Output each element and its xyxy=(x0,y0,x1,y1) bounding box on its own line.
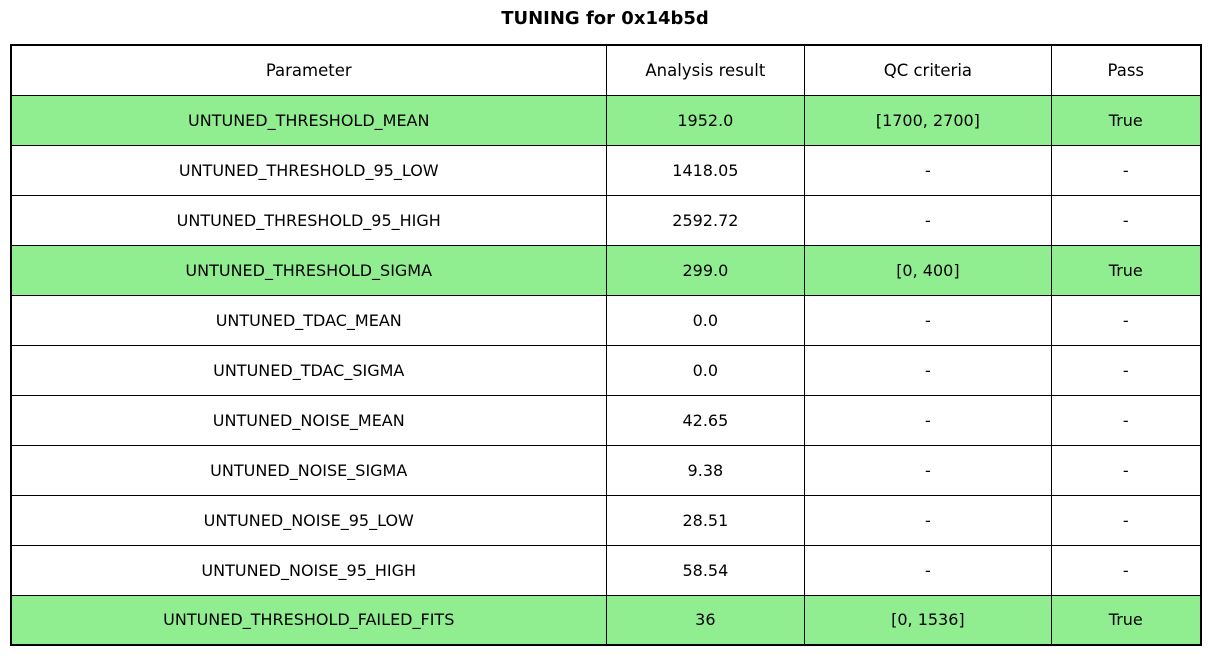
pass-cell: - xyxy=(1050,344,1202,396)
table-row: UNTUNED_TDAC_SIGMA 0.0- - xyxy=(10,344,1202,396)
qc-criteria-cell: - xyxy=(804,144,1052,196)
qc-criteria-cell: [0, 400] xyxy=(804,244,1052,296)
parameter-cell: UNTUNED_THRESHOLD_95_LOW xyxy=(10,144,607,196)
table-row: UNTUNED_THRESHOLD_95_HIGH 2592.72- - xyxy=(10,194,1202,246)
analysis-result-cell: 42.65 xyxy=(605,394,806,446)
pass-cell: - xyxy=(1050,444,1202,496)
pass-cell: - xyxy=(1050,144,1202,196)
analysis-result-cell: 299.0 xyxy=(605,244,806,296)
column-header-qc-criteria: QC criteria xyxy=(804,44,1052,96)
pass-cell: - xyxy=(1050,194,1202,246)
column-header-analysis-result: Analysis result xyxy=(605,44,806,96)
parameter-cell: UNTUNED_NOISE_MEAN xyxy=(10,394,607,446)
qc-results-table: Parameter Analysis result QC criteria Pa… xyxy=(10,44,1202,646)
parameter-cell: UNTUNED_TDAC_SIGMA xyxy=(10,344,607,396)
qc-criteria-cell: [0, 1536] xyxy=(804,594,1052,646)
parameter-cell: UNTUNED_THRESHOLD_MEAN xyxy=(10,94,607,146)
table-row: UNTUNED_THRESHOLD_95_LOW 1418.05- - xyxy=(10,144,1202,196)
analysis-result-cell: 36 xyxy=(605,594,806,646)
parameter-cell: UNTUNED_NOISE_95_HIGH xyxy=(10,544,607,596)
table-row: UNTUNED_NOISE_95_LOW 28.51- - xyxy=(10,494,1202,546)
qc-criteria-cell: - xyxy=(804,394,1052,446)
pass-cell: True xyxy=(1050,244,1202,296)
table-row: UNTUNED_NOISE_SIGMA 9.38- - xyxy=(10,444,1202,496)
pass-cell: - xyxy=(1050,494,1202,546)
pass-cell: - xyxy=(1050,394,1202,446)
qc-criteria-cell: - xyxy=(804,194,1052,246)
parameter-cell: UNTUNED_NOISE_95_LOW xyxy=(10,494,607,546)
parameter-cell: UNTUNED_THRESHOLD_SIGMA xyxy=(10,244,607,296)
qc-criteria-cell: - xyxy=(804,294,1052,346)
pass-cell: True xyxy=(1050,594,1202,646)
parameter-cell: UNTUNED_THRESHOLD_FAILED_FITS xyxy=(10,594,607,646)
pass-cell: - xyxy=(1050,544,1202,596)
analysis-result-cell: 9.38 xyxy=(605,444,806,496)
qc-criteria-cell: - xyxy=(804,544,1052,596)
parameter-cell: UNTUNED_TDAC_MEAN xyxy=(10,294,607,346)
table-row: UNTUNED_NOISE_95_HIGH 58.54- - xyxy=(10,544,1202,596)
pass-cell: True xyxy=(1050,94,1202,146)
analysis-result-cell: 28.51 xyxy=(605,494,806,546)
table-row: UNTUNED_THRESHOLD_FAILED_FITS 36 [0, 1536]… xyxy=(10,594,1202,646)
analysis-result-cell: 0.0 xyxy=(605,294,806,346)
analysis-result-cell: 58.54 xyxy=(605,544,806,596)
qc-criteria-cell: - xyxy=(804,444,1052,496)
table-row: UNTUNED_TDAC_MEAN 0.0- - xyxy=(10,294,1202,346)
table-body: UNTUNED_THRESHOLD_MEAN 1952.0 [1700, 2700]… xyxy=(10,94,1202,646)
table-row: UNTUNED_THRESHOLD_SIGMA 299.0 [0, 400] True xyxy=(10,244,1202,296)
qc-criteria-cell: - xyxy=(804,344,1052,396)
column-header-pass: Pass xyxy=(1050,44,1202,96)
qc-criteria-cell: [1700, 2700] xyxy=(804,94,1052,146)
column-header-parameter: Parameter xyxy=(10,44,607,96)
analysis-result-cell: 1418.05 xyxy=(605,144,806,196)
qc-criteria-cell: - xyxy=(804,494,1052,546)
analysis-result-cell: 0.0 xyxy=(605,344,806,396)
analysis-result-cell: 2592.72 xyxy=(605,194,806,246)
parameter-cell: UNTUNED_NOISE_SIGMA xyxy=(10,444,607,496)
parameter-cell: UNTUNED_THRESHOLD_95_HIGH xyxy=(10,194,607,246)
page-title: TUNING for 0x14b5d xyxy=(501,8,709,29)
table-header-row: Parameter Analysis result QC criteria Pa… xyxy=(10,44,1202,96)
pass-cell: - xyxy=(1050,294,1202,346)
table-row: UNTUNED_NOISE_MEAN 42.65- - xyxy=(10,394,1202,446)
table-row: UNTUNED_THRESHOLD_MEAN 1952.0 [1700, 2700]… xyxy=(10,94,1202,146)
analysis-result-cell: 1952.0 xyxy=(605,94,806,146)
